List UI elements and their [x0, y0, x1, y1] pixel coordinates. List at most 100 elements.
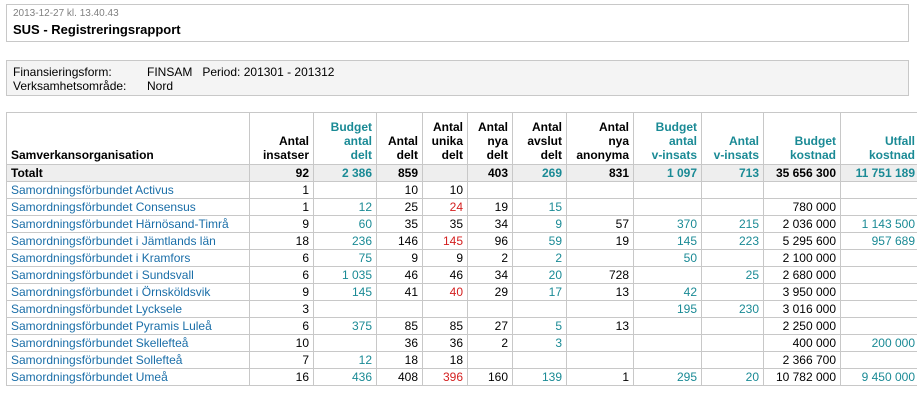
column-header-line: delt: [396, 148, 418, 162]
table-cell: 236: [313, 232, 377, 250]
table-cell: 146: [376, 232, 423, 250]
finansiering-label: Finansieringsform:: [13, 65, 112, 79]
table-cell: 139: [512, 368, 567, 386]
column-header-8: Budget antal v-insats: [633, 112, 702, 165]
table-cell: [633, 198, 702, 216]
organisation-link[interactable]: Samordningsförbundet Lycksele: [6, 300, 250, 318]
period-value: 201301 - 201312: [243, 65, 335, 79]
table-cell: 145: [313, 283, 377, 301]
table-row: Samordningsförbundet Lycksele 3 195 230 3 01…: [6, 300, 917, 318]
table-cell: 2: [512, 249, 567, 267]
table-cell: [701, 334, 764, 352]
table-cell: 145: [633, 232, 702, 250]
organisation-link[interactable]: Samordningsförbundet Activus: [6, 181, 250, 199]
period-label: Period:: [202, 65, 241, 79]
table-cell: 403: [467, 164, 513, 182]
table-cell: [633, 334, 702, 352]
table-cell: 223: [701, 232, 764, 250]
table-cell: 20: [512, 266, 567, 284]
column-header-line: Antal: [478, 120, 508, 134]
table-cell: [566, 300, 634, 318]
table-cell: 408: [376, 368, 423, 386]
column-header-10: Budget kostnad: [763, 112, 841, 165]
table-cell: 18: [376, 351, 423, 369]
table-cell: 1 143 500: [840, 215, 917, 233]
table-cell: 2 680 000: [763, 266, 841, 284]
table-cell: [701, 283, 764, 301]
table-row: Samordningsförbundet Consensus 1 12 25 24 19 1…: [6, 198, 917, 216]
table-cell: [840, 198, 917, 216]
table-cell: 2: [467, 334, 513, 352]
organisation-link[interactable]: Samordningsförbundet i Jämtlands län: [6, 232, 250, 250]
table-cell: 230: [701, 300, 764, 318]
table-cell: 17: [512, 283, 567, 301]
table-cell: [566, 351, 634, 369]
table-cell: 57: [566, 215, 634, 233]
table-cell: [467, 300, 513, 318]
table-cell: 145: [422, 232, 468, 250]
table-cell: [701, 181, 764, 199]
table-cell: 3 950 000: [763, 283, 841, 301]
table-cell: [467, 181, 513, 199]
total-label: Totalt: [6, 164, 250, 182]
column-header-line: Antal: [599, 120, 629, 134]
table-cell: 10: [376, 181, 423, 199]
table-cell: [633, 351, 702, 369]
table-row: Samordningsförbundet i Kramfors 6 75 9 9 2 2 50…: [6, 249, 917, 267]
table-cell: 370: [633, 215, 702, 233]
table-cell: 15: [512, 198, 567, 216]
table-cell: 36: [422, 334, 468, 352]
table-cell: 9: [422, 249, 468, 267]
organisation-link[interactable]: Samordningsförbundet Härnösand-Timrå: [6, 215, 250, 233]
table-cell: 36: [376, 334, 423, 352]
table-body: Totalt 92 2 386 859 403 269 831 1 097 713 35 656 …: [6, 164, 917, 386]
column-header-line: [306, 120, 309, 134]
column-header-line: Budget: [330, 120, 372, 134]
table-cell: 3: [512, 334, 567, 352]
table-cell: [422, 164, 468, 182]
table-cell: [566, 181, 634, 199]
table-cell: 10 782 000: [763, 368, 841, 386]
column-header-line: Samverkansorganisation: [11, 148, 154, 162]
table-cell: 85: [376, 317, 423, 335]
table-header-row: Samverkansorganisation Antal insatser Budg…: [6, 112, 917, 165]
table-cell: 19: [467, 198, 513, 216]
column-header-2: Budget antal delt: [313, 112, 377, 165]
column-header-6: Antal avslut delt: [512, 112, 567, 165]
table-cell: 46: [376, 266, 423, 284]
organisation-link[interactable]: Samordningsförbundet i Sundsvall: [6, 266, 250, 284]
table-cell: [633, 266, 702, 284]
column-header-line: antal: [668, 134, 697, 148]
table-cell: [313, 181, 377, 199]
report-table: Samverkansorganisation Antal insatser Budg…: [6, 112, 917, 386]
table-row: Samordningsförbundet i Sundsvall 6 1 035 46…: [6, 266, 917, 284]
column-header-line: [833, 120, 836, 134]
table-cell: 400 000: [763, 334, 841, 352]
column-header-line: Antal: [729, 134, 759, 148]
organisation-link[interactable]: Samordningsförbundet i Örnsköldsvik: [6, 283, 250, 301]
report-title: SUS - Registreringsrapport: [13, 22, 181, 37]
table-row: Samordningsförbundet Pyramis Luleå 6 375 85…: [6, 317, 917, 335]
table-cell: 5 295 600: [763, 232, 841, 250]
report-header: 2013-12-27 kl. 13.40.43 SUS - Registreri…: [6, 4, 909, 42]
column-header-line: [912, 120, 915, 134]
table-cell: [376, 300, 423, 318]
organisation-link[interactable]: Samordningsförbundet Skellefteå: [6, 334, 250, 352]
table-cell: 40: [422, 283, 468, 301]
table-row: Samordningsförbundet Umeå 16 436 408 396 160 1…: [6, 368, 917, 386]
organisation-link[interactable]: Samordningsförbundet Umeå: [6, 368, 250, 386]
table-cell: 2 366 700: [763, 351, 841, 369]
verksamhet-value: Nord: [147, 79, 174, 93]
table-cell: 295: [633, 368, 702, 386]
organisation-link[interactable]: Samordningsförbundet i Kramfors: [6, 249, 250, 267]
table-cell: 1: [249, 198, 314, 216]
table-cell: 160: [467, 368, 513, 386]
table-cell: 6: [249, 317, 314, 335]
table-cell: [512, 351, 567, 369]
organisation-link[interactable]: Samordningsförbundet Pyramis Luleå: [6, 317, 250, 335]
table-cell: 269: [512, 164, 567, 182]
table-cell: [840, 300, 917, 318]
organisation-link[interactable]: Samordningsförbundet Consensus: [6, 198, 250, 216]
organisation-link[interactable]: Samordningsförbundet Sollefteå: [6, 351, 250, 369]
table-cell: [566, 334, 634, 352]
